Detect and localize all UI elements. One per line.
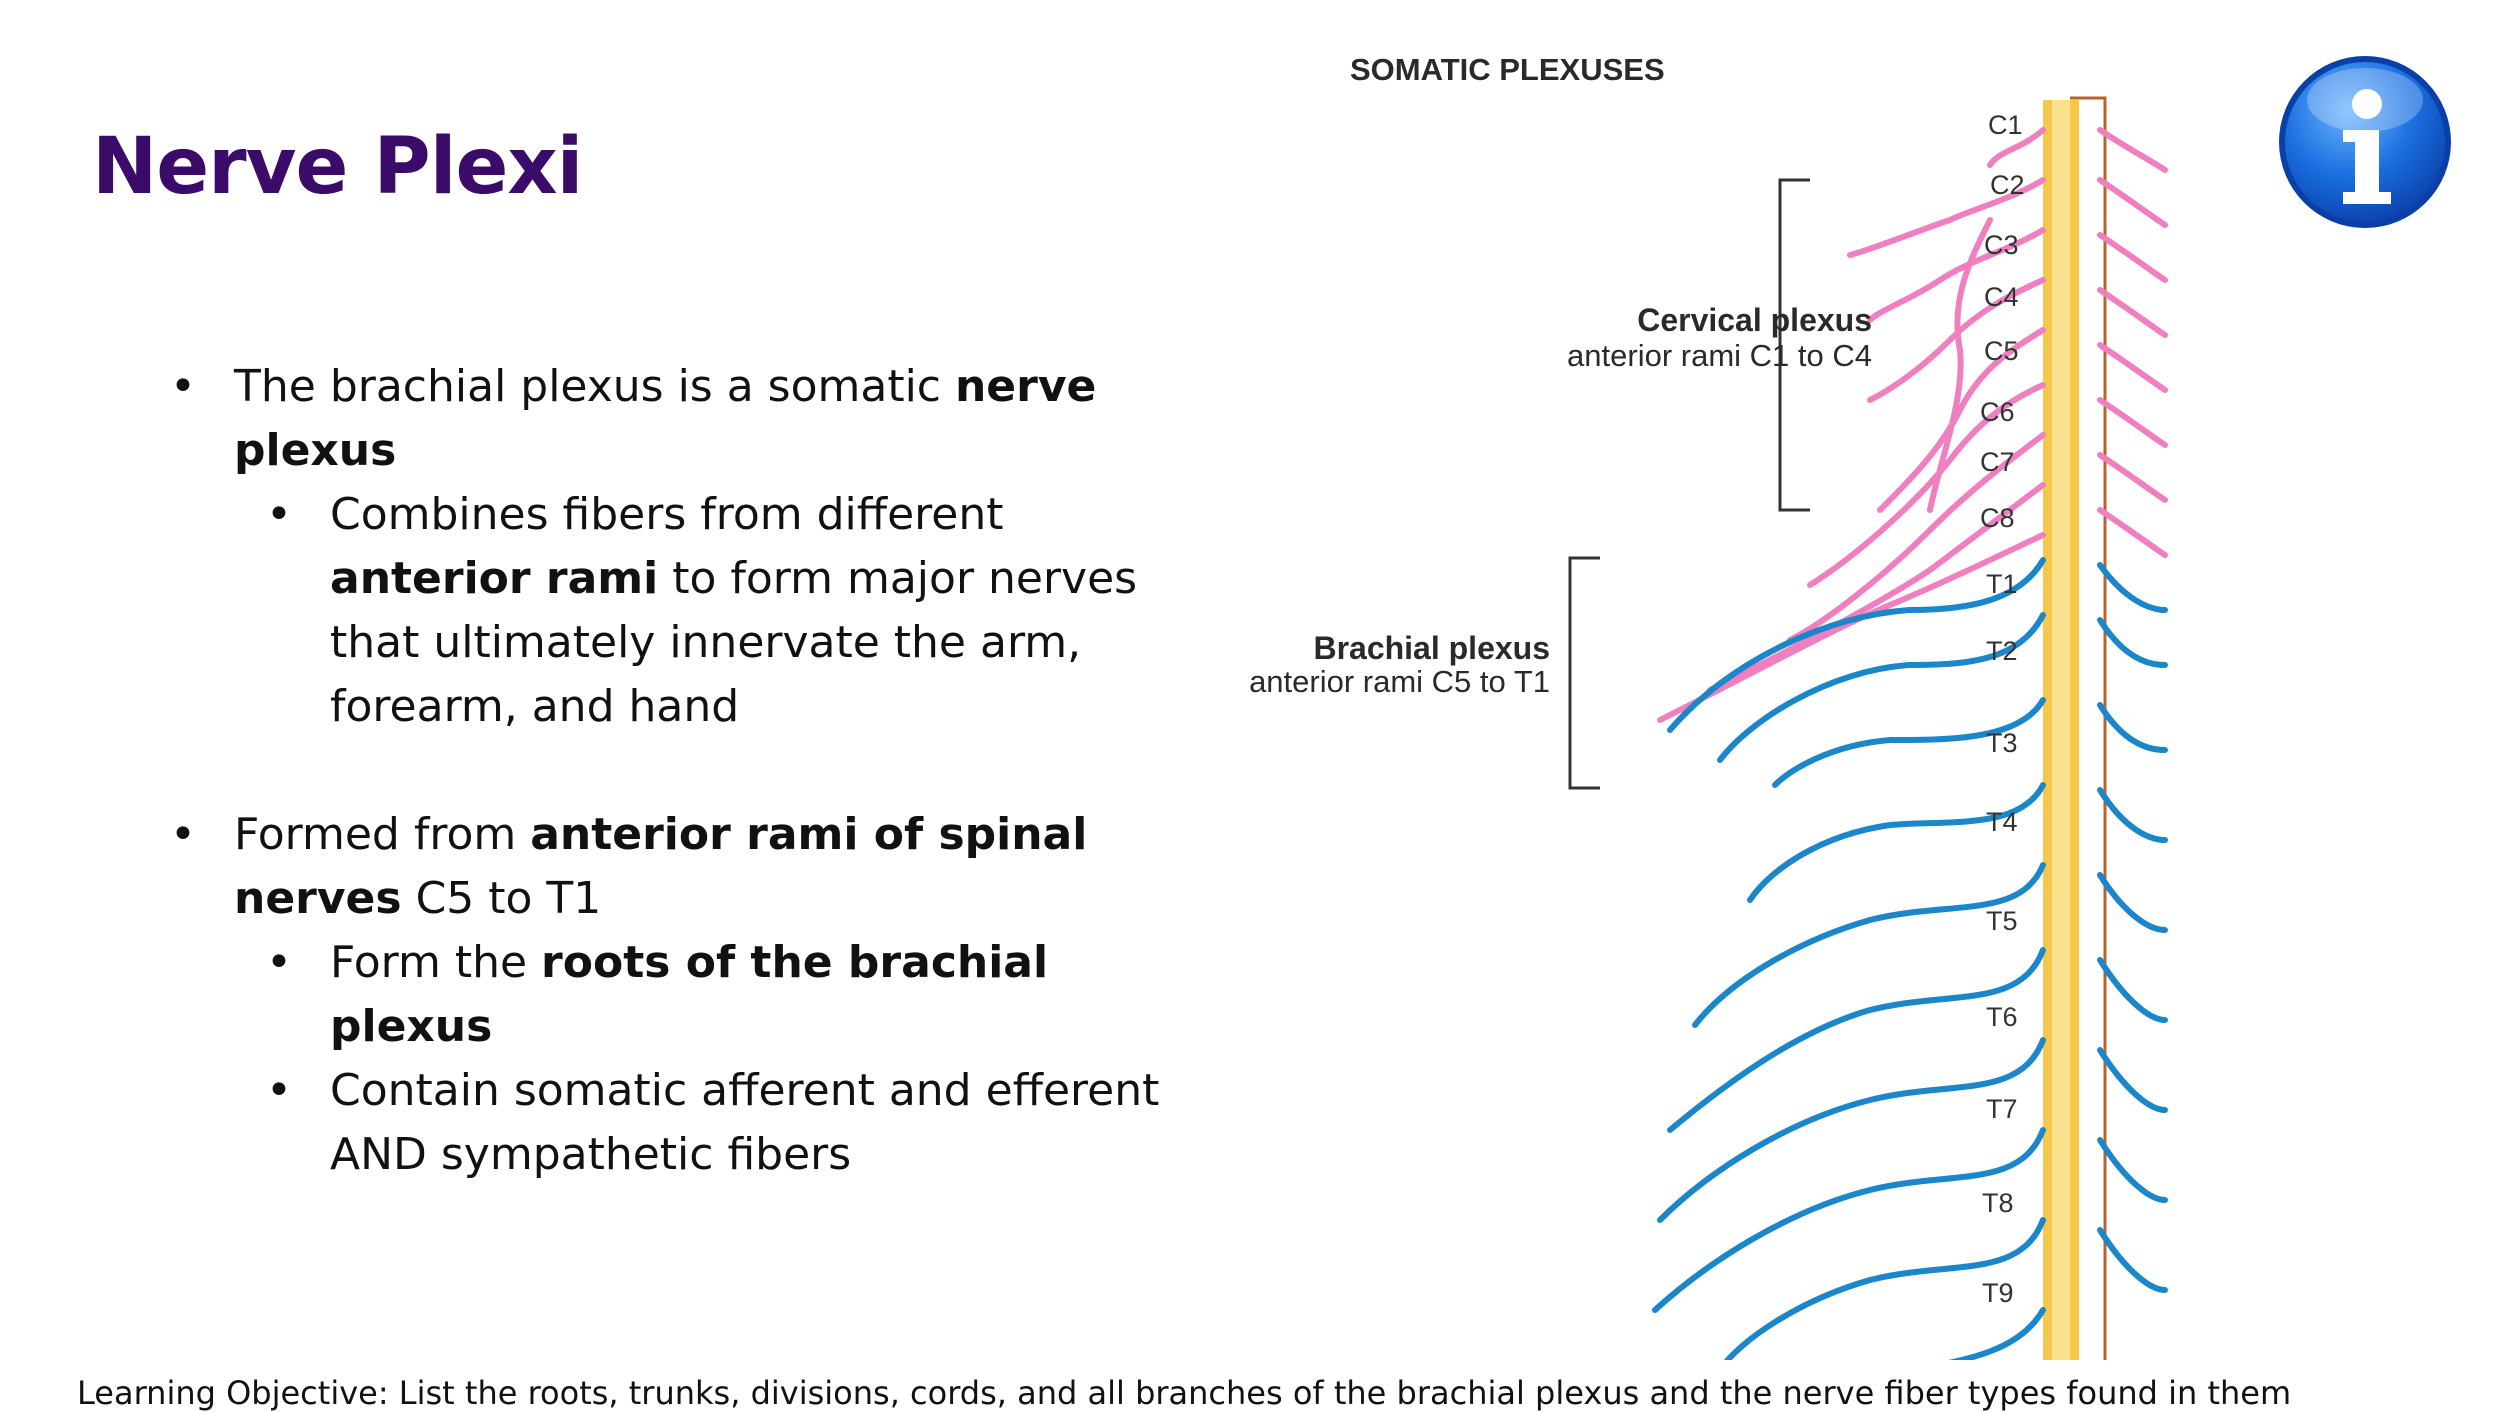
bullet-text: Contain somatic afferent and efferent AN… bbox=[330, 1065, 1160, 1180]
level-label: T5 bbox=[1986, 906, 2018, 936]
bullet-item: • The brachial plexus is a somatic nerve… bbox=[170, 361, 1097, 476]
level-label: C5 bbox=[1984, 336, 2019, 366]
level-label: T9 bbox=[1982, 1278, 2014, 1308]
slide-title: Nerve Plexi bbox=[92, 122, 583, 212]
level-label: C2 bbox=[1990, 170, 2025, 200]
cervical-plexus-sublabel: anterior rami C1 to C4 bbox=[1567, 338, 1872, 373]
level-label: T7 bbox=[1986, 1094, 2018, 1124]
bullet-text: Formed from bbox=[234, 809, 531, 860]
thoracic-nerves bbox=[1652, 557, 2168, 1360]
bullet-item: • Formed from anterior rami of spinal ne… bbox=[170, 809, 1088, 924]
info-icon[interactable] bbox=[2275, 52, 2455, 232]
bullet-list: • The brachial plexus is a somatic nerve… bbox=[170, 355, 1160, 1187]
bullet-text: to form major nerves that ultimately inn… bbox=[330, 553, 1138, 732]
sub-bullet-item: • Combines fibers from different anterio… bbox=[266, 489, 1138, 732]
level-label: C8 bbox=[1980, 503, 2015, 533]
sub-bullet-item: • Form the roots of the brachial plexus bbox=[266, 937, 1049, 1052]
cervical-plexus-label: Cervical plexus bbox=[1637, 302, 1872, 338]
bullet-bold: anterior rami bbox=[330, 553, 659, 604]
cervical-bracket bbox=[1778, 178, 1810, 512]
cervical-nerves bbox=[1657, 127, 2168, 723]
level-label: T1 bbox=[1986, 569, 2018, 599]
level-label: T4 bbox=[1986, 807, 2018, 837]
bullet-text: C5 to T1 bbox=[401, 873, 602, 924]
level-label: C7 bbox=[1980, 447, 2015, 477]
bullet-text: The brachial plexus is a somatic bbox=[234, 361, 955, 412]
bullet-bold: nerve plexus bbox=[234, 361, 1097, 476]
brachial-plexus-label: Brachial plexus bbox=[1313, 630, 1550, 666]
brachial-bracket bbox=[1568, 556, 1600, 790]
bullet-text: Form the bbox=[330, 937, 542, 988]
brachial-plexus-sublabel: anterior rami C5 to T1 bbox=[1249, 664, 1550, 699]
level-label: C6 bbox=[1980, 397, 2015, 427]
level-label: T6 bbox=[1986, 1002, 2018, 1032]
figure-title: SOMATIC PLEXUSES bbox=[1350, 52, 1665, 87]
level-label: T3 bbox=[1986, 728, 2018, 758]
level-label: C4 bbox=[1984, 282, 2019, 312]
bullet-text: Combines fibers from different bbox=[330, 489, 1004, 540]
sub-bullet-item: • Contain somatic afferent and efferent … bbox=[266, 1065, 1160, 1180]
spinal-cord-diagram bbox=[1568, 96, 2168, 1360]
learning-objective: Learning Objective: List the roots, trun… bbox=[77, 1374, 2292, 1412]
level-label: T2 bbox=[1986, 636, 2018, 666]
somatic-plexuses-figure: SOMATIC PLEXUSES bbox=[1150, 40, 2230, 1360]
level-label: C3 bbox=[1984, 230, 2019, 260]
level-label: T8 bbox=[1982, 1188, 2014, 1218]
bullet-bold: roots of the brachial plexus bbox=[330, 937, 1049, 1052]
bullet-bold: anterior rami of spinal nerves bbox=[234, 809, 1088, 924]
level-label: C1 bbox=[1988, 110, 2023, 140]
